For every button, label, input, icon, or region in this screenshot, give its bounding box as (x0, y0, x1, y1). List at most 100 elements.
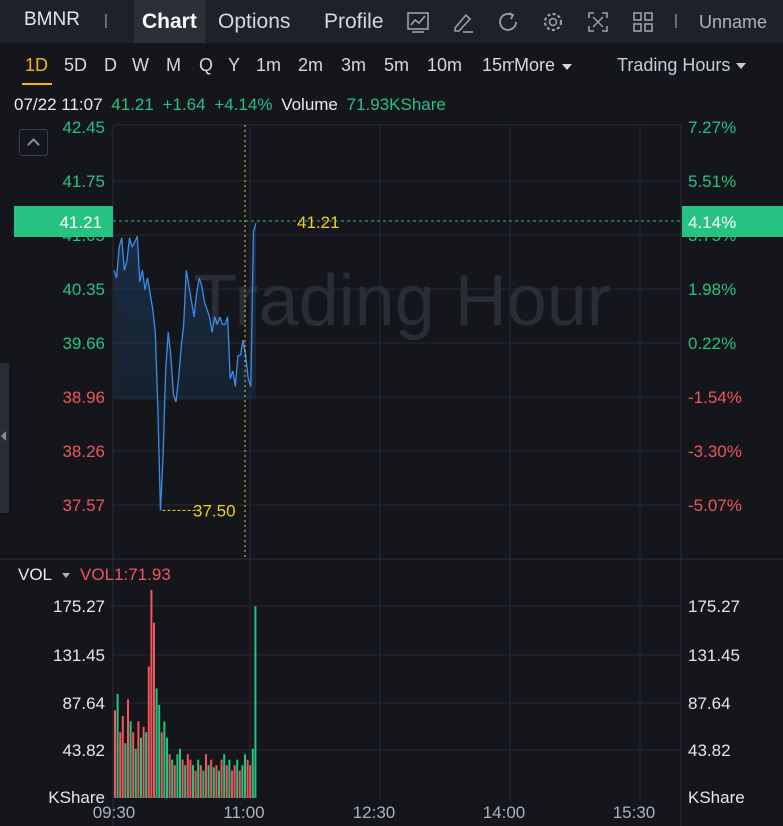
volume-bar (179, 748, 181, 798)
volume-tick-label: 43.82 (62, 741, 105, 760)
price-segment (159, 456, 164, 511)
volume-bar (163, 721, 166, 798)
volume-tick-label: 87.64 (62, 694, 105, 713)
refresh-icon[interactable] (496, 10, 520, 34)
price-segment (149, 293, 154, 310)
price-segment (144, 277, 149, 290)
price-segment (247, 378, 252, 387)
volume-tick-label: KShare (48, 788, 105, 807)
chevron-down-icon (736, 63, 747, 70)
price-segment (219, 316, 224, 325)
volume-bar (127, 699, 129, 798)
timeframe-m[interactable]: M (166, 55, 181, 75)
volume-tick-label: 131.45 (53, 646, 105, 665)
session-selector[interactable]: Trading Hours (617, 55, 747, 76)
axis-labels: 42.45 41.75 41.05 40.35 39.66 38.96 38.26 37.57… (48, 118, 744, 822)
volume-bar (119, 732, 122, 798)
price-segment (154, 332, 159, 410)
chevron-down-icon[interactable] (62, 573, 71, 579)
volume-bar (197, 759, 200, 798)
price-segment (113, 270, 118, 279)
timeframe-15m[interactable]: 15m (482, 55, 514, 75)
user-name[interactable]: Unname (699, 12, 768, 32)
price-tick-label: 39.66 (62, 334, 105, 353)
timeframe-1m[interactable]: 1m (256, 55, 282, 75)
volume-bar (166, 737, 168, 798)
collapse-button[interactable] (19, 129, 48, 156)
volume-bar (171, 759, 174, 798)
price-segment (121, 237, 125, 271)
time-tick-label: 14:00 (483, 803, 526, 822)
layout-icon[interactable] (631, 10, 655, 34)
quote-volume: 71.93KShare (346, 95, 446, 114)
tab-profile[interactable]: Profile (324, 10, 384, 33)
price-segment (190, 301, 195, 317)
price-segment (245, 355, 249, 379)
volume-indicator-name[interactable]: VOL (18, 565, 53, 584)
timeframe-10m[interactable]: 10m (427, 55, 463, 75)
volume-bar (124, 743, 127, 798)
price-area-fill (114, 223, 256, 511)
volume-bar (241, 765, 244, 798)
volume-bar (116, 693, 119, 798)
chart-grid (0, 124, 783, 826)
timeframe-3m[interactable]: 3m (341, 55, 367, 75)
price-tick-label: 41.75 (62, 172, 105, 191)
volume-tick-label: 43.82 (688, 741, 731, 760)
tab-chart[interactable]: Chart (134, 0, 205, 43)
timeframe-5m[interactable]: 5m (384, 55, 410, 75)
price-tick-label: 37.57 (62, 496, 105, 515)
pct-tick-label: -3.30% (688, 442, 742, 461)
timeframe-q[interactable]: Q (199, 55, 214, 75)
volume-bar (205, 754, 207, 798)
price-segment (232, 370, 236, 387)
timeframe-2m[interactable]: 2m (298, 55, 324, 75)
volume-bar (228, 759, 231, 798)
separator: | (674, 12, 678, 29)
price-segment (164, 332, 169, 372)
volume-bar (244, 754, 246, 798)
price-segment (175, 378, 180, 403)
last-price-label: 41.21 (297, 213, 340, 232)
price-segment (239, 339, 244, 356)
chevron-down-icon[interactable] (562, 64, 572, 70)
side-panel-handle[interactable] (0, 363, 9, 513)
price-segment (195, 277, 200, 294)
price-tick-label: 41.05 (62, 226, 105, 245)
chevron-up-icon (27, 138, 40, 151)
ticker-symbol[interactable]: BMNR (24, 9, 80, 30)
timeframe-d[interactable]: D (104, 55, 117, 75)
price-segment (211, 316, 216, 333)
timeframe-1d[interactable]: 1D (25, 55, 49, 75)
volume-bar (254, 606, 257, 798)
tab-options[interactable]: Options (218, 10, 291, 33)
volume-bar (158, 704, 161, 798)
timeframe-more[interactable]: More (514, 55, 556, 75)
chart-icon[interactable] (406, 10, 430, 34)
timeframe-5d[interactable]: 5D (64, 55, 88, 75)
pct-tick-label: 3.75% (688, 226, 736, 245)
top-bar: BMNR | Chart Options Profile | Unname (0, 0, 783, 43)
quote-datetime: 07/22 11:07 (14, 95, 103, 114)
price-segment (242, 339, 247, 356)
volume-bars (114, 590, 257, 798)
volume-tick-label: 131.45 (688, 646, 740, 665)
volume-bar (121, 715, 124, 798)
pct-tick-label: -5.07% (688, 496, 742, 515)
fullscreen-icon[interactable] (586, 10, 610, 34)
price-segment (180, 324, 185, 348)
price-segment (208, 316, 213, 333)
settings-icon[interactable] (541, 10, 565, 34)
draw-icon[interactable] (451, 10, 475, 34)
timeframe-y[interactable]: Y (228, 55, 241, 75)
price-segment (216, 316, 221, 325)
active-timeframe-indicator (22, 83, 52, 85)
current-pct-tag-label: 4.14% (688, 213, 736, 232)
timeframe-w[interactable]: W (132, 55, 149, 75)
volume-bar (160, 732, 163, 798)
volume-bar (192, 765, 194, 798)
chevron-left-icon (1, 431, 6, 441)
volume-bar (251, 748, 254, 798)
price-segment (234, 355, 239, 387)
